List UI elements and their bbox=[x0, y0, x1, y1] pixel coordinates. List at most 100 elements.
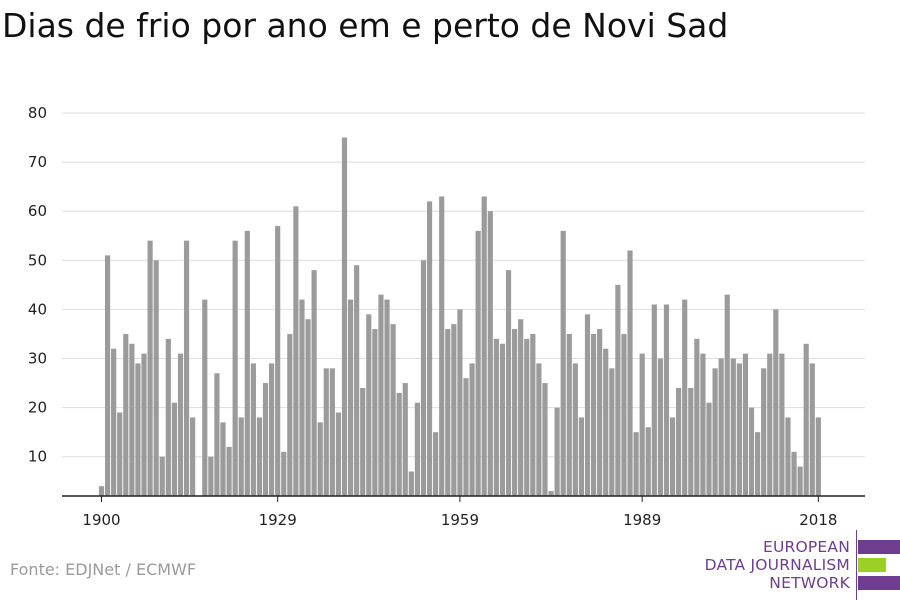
bar-1929 bbox=[275, 225, 281, 496]
bar-1931 bbox=[287, 333, 293, 496]
bar-2006 bbox=[742, 353, 749, 496]
bar-1919 bbox=[214, 373, 220, 496]
bar-1950 bbox=[402, 383, 408, 496]
bar-1970 bbox=[524, 338, 530, 496]
bar-1938 bbox=[329, 368, 335, 496]
bar-2018 bbox=[815, 417, 821, 496]
bar-2014 bbox=[791, 451, 797, 496]
x-tick-labels: 1900 1929 1959 1989 2018 bbox=[82, 496, 837, 529]
logo-text-data-journalism: DATA JOURNALISM bbox=[704, 556, 850, 574]
bar-1900 bbox=[98, 486, 105, 496]
bar-1951 bbox=[408, 471, 414, 496]
bar-1978 bbox=[572, 363, 578, 496]
bar-1961 bbox=[469, 363, 475, 496]
bar-1964 bbox=[487, 211, 493, 496]
bar-1973 bbox=[542, 383, 548, 496]
bar-1996 bbox=[682, 299, 688, 496]
bar-1992 bbox=[657, 358, 663, 496]
bar-1917 bbox=[202, 299, 208, 496]
bar-1989 bbox=[639, 353, 645, 496]
bar-1933 bbox=[299, 299, 305, 496]
bar-1921 bbox=[226, 446, 232, 496]
bar-1987 bbox=[627, 250, 633, 496]
logo-text-european: EUROPEAN bbox=[762, 538, 850, 556]
logo-bar-purple-top bbox=[858, 540, 900, 554]
bar-2000 bbox=[706, 402, 712, 496]
logo-bar-purple-bottom bbox=[858, 576, 900, 590]
bar-1910 bbox=[159, 456, 165, 496]
bar-1990 bbox=[645, 427, 651, 496]
bar-1963 bbox=[481, 196, 487, 496]
bar-1923 bbox=[238, 417, 244, 496]
bar-1937 bbox=[323, 368, 329, 496]
logo-bar-green bbox=[858, 558, 886, 572]
bar-1983 bbox=[603, 348, 609, 496]
bar-2002 bbox=[718, 358, 724, 496]
bar-1935 bbox=[311, 270, 317, 496]
x-tick-label: 2018 bbox=[799, 511, 837, 529]
bar-1974 bbox=[548, 491, 554, 496]
bar-1925 bbox=[250, 363, 256, 496]
bar-1908 bbox=[147, 240, 153, 496]
bar-2012 bbox=[779, 353, 785, 496]
bar-1932 bbox=[293, 206, 299, 497]
x-tick-label: 1929 bbox=[259, 511, 297, 529]
bar-1981 bbox=[590, 333, 597, 496]
bar-1920 bbox=[220, 422, 226, 496]
bar-1998 bbox=[694, 338, 700, 496]
logo-divider bbox=[856, 530, 857, 600]
source-note: Fonte: EDJNet / ECMWF bbox=[10, 560, 197, 579]
bar-1982 bbox=[597, 329, 603, 496]
bar-1947 bbox=[384, 299, 390, 496]
bar-1959 bbox=[457, 309, 463, 496]
bar-1940 bbox=[341, 137, 348, 497]
bar-1999 bbox=[700, 353, 706, 496]
bar-1968 bbox=[512, 329, 518, 496]
y-tick-label: 40 bbox=[28, 300, 47, 318]
bar-1967 bbox=[505, 270, 512, 496]
bar-1954 bbox=[426, 201, 433, 496]
bar-1918 bbox=[208, 456, 214, 496]
bar-2001 bbox=[712, 368, 718, 496]
bar-1907 bbox=[141, 353, 147, 496]
bar-1941 bbox=[347, 299, 354, 496]
bar-1953 bbox=[420, 260, 427, 496]
bar-1995 bbox=[676, 387, 682, 496]
bar-1965 bbox=[493, 338, 499, 496]
bar-2015 bbox=[797, 466, 803, 496]
bar-1905 bbox=[129, 343, 135, 496]
bar-2003 bbox=[724, 294, 730, 496]
bar-1915 bbox=[190, 417, 196, 496]
bar-2010 bbox=[767, 353, 773, 496]
bar-1901 bbox=[104, 255, 111, 496]
bar-1909 bbox=[153, 260, 159, 496]
bar-1988 bbox=[633, 432, 639, 496]
bar-1956 bbox=[439, 196, 445, 496]
bar-1906 bbox=[135, 363, 141, 496]
bar-1926 bbox=[256, 417, 263, 496]
bar-1966 bbox=[499, 343, 506, 496]
bar-1957 bbox=[445, 329, 451, 496]
bar-1911 bbox=[165, 338, 171, 496]
bar-1946 bbox=[378, 294, 384, 496]
bar-1985 bbox=[615, 284, 621, 496]
bar-1960 bbox=[463, 378, 469, 496]
y-tick-label: 30 bbox=[28, 350, 47, 368]
bar-1955 bbox=[433, 432, 439, 496]
bar-1922 bbox=[232, 240, 238, 496]
y-tick-labels: 10 20 30 40 50 60 70 80 bbox=[28, 104, 47, 466]
bar-1972 bbox=[536, 363, 542, 496]
bar-1948 bbox=[390, 324, 396, 496]
bar-1912 bbox=[171, 402, 177, 496]
bar-1903 bbox=[117, 412, 123, 496]
bar-1904 bbox=[123, 333, 129, 496]
bar-1934 bbox=[305, 319, 311, 496]
bar-1945 bbox=[372, 329, 378, 496]
bar-1913 bbox=[177, 353, 184, 496]
bar-1939 bbox=[335, 412, 342, 496]
bar-1991 bbox=[651, 304, 657, 496]
bar-1977 bbox=[566, 333, 572, 496]
bar-2007 bbox=[748, 407, 755, 496]
bar-1962 bbox=[475, 230, 481, 496]
